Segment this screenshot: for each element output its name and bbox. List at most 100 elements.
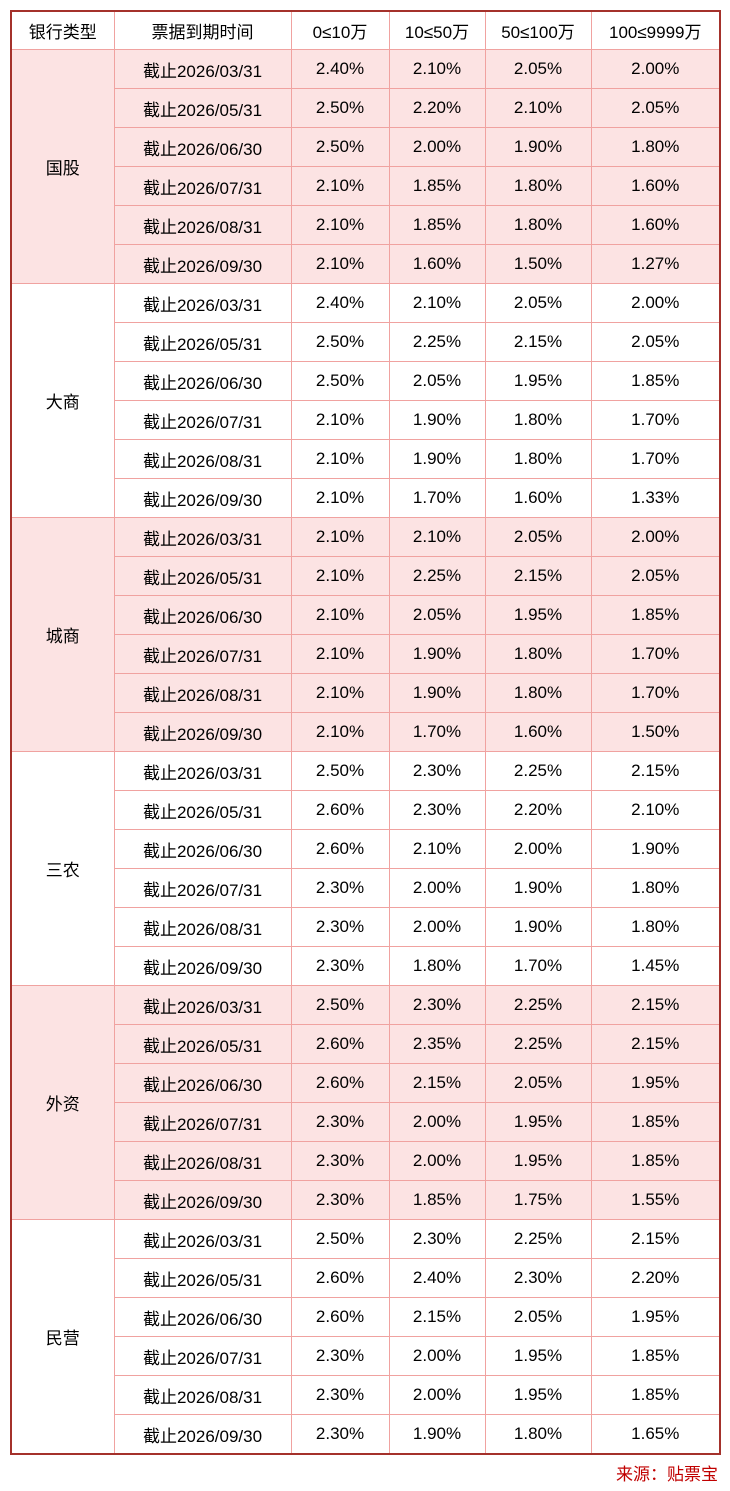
rate-cell: 1.95%: [484, 361, 592, 401]
rate-cell: 1.80%: [484, 439, 592, 479]
rate-cell: 2.20%: [590, 1258, 721, 1298]
rate-cell: 2.15%: [590, 985, 721, 1025]
rate-cell: 2.10%: [290, 439, 390, 479]
rate-cell: 1.70%: [484, 946, 592, 986]
table-row: 大商 截止2026/03/31 2.40% 2.10% 2.05% 2.00%: [10, 283, 721, 518]
rate-cell: 2.10%: [290, 556, 390, 596]
rate-cell: 2.30%: [290, 1180, 390, 1220]
table-row: 截止2026/06/30 2.10% 2.05% 1.95% 1.85%: [11, 595, 721, 635]
rate-cell: 2.00%: [388, 907, 486, 947]
maturity-date-cell: 截止2026/06/30: [113, 127, 292, 167]
rate-cell: 2.20%: [484, 790, 592, 830]
rate-cell: 2.30%: [290, 1414, 390, 1455]
maturity-date-cell: 截止2026/05/31: [113, 790, 292, 830]
maturity-date-cell: 截止2026/05/31: [113, 322, 292, 362]
maturity-date-cell: 截止2026/03/31: [113, 517, 292, 557]
table-row: 截止2026/06/30 2.60% 2.10% 2.00% 1.90%: [11, 829, 721, 869]
rate-cell: 2.30%: [484, 1258, 592, 1298]
maturity-date-cell: 截止2026/08/31: [113, 205, 292, 245]
maturity-date-cell: 截止2026/07/31: [113, 634, 292, 674]
table-row: 国股 截止2026/03/31 2.40% 2.10% 2.05% 2.00%: [10, 49, 721, 284]
rate-cell: 2.30%: [290, 1141, 390, 1181]
rate-cell: 2.05%: [484, 517, 592, 557]
rate-cell: 1.65%: [590, 1414, 721, 1455]
rate-cell: 2.10%: [388, 517, 486, 557]
rate-cell: 2.60%: [290, 829, 390, 869]
table-row: 截止2026/08/31 2.10% 1.85% 1.80% 1.60%: [11, 205, 721, 245]
rate-cell: 1.90%: [484, 907, 592, 947]
rate-cell: 1.80%: [484, 400, 592, 440]
table-row: 三农 截止2026/03/31 2.50% 2.30% 2.25% 2.15%: [10, 751, 721, 986]
rate-cell: 2.25%: [484, 1219, 592, 1259]
column-header-range-0-10: 0≤10万: [290, 10, 390, 50]
table-row: 截止2026/07/31 2.30% 2.00% 1.95% 1.85%: [11, 1102, 721, 1142]
table-row: 截止2026/09/30 2.30% 1.85% 1.75% 1.55%: [11, 1180, 721, 1220]
rate-cell: 1.90%: [388, 400, 486, 440]
rate-cell: 2.05%: [388, 361, 486, 401]
rate-cell: 2.05%: [590, 322, 721, 362]
rate-cell: 2.15%: [484, 556, 592, 596]
table-row: 截止2026/07/31 2.10% 1.85% 1.80% 1.60%: [11, 166, 721, 206]
rate-cell: 1.60%: [484, 712, 592, 752]
rate-cell: 2.05%: [484, 283, 592, 323]
maturity-date-cell: 截止2026/05/31: [113, 88, 292, 128]
rate-cell: 1.90%: [388, 634, 486, 674]
rate-cell: 1.80%: [590, 907, 721, 947]
rate-cell: 1.85%: [590, 595, 721, 635]
rate-cell: 2.15%: [388, 1297, 486, 1337]
table-row: 截止2026/06/30 2.50% 2.05% 1.95% 1.85%: [11, 361, 721, 401]
rate-cell: 1.80%: [484, 166, 592, 206]
table-row: 截止2026/07/31 2.10% 1.90% 1.80% 1.70%: [11, 634, 721, 674]
rate-cell: 2.30%: [290, 907, 390, 947]
bank-type-cell: 民营: [10, 1219, 115, 1455]
rate-cell: 1.70%: [590, 439, 721, 479]
rate-cell: 2.50%: [290, 751, 390, 791]
rate-cell: 1.90%: [590, 829, 721, 869]
column-header-bank-type: 银行类型: [10, 10, 115, 50]
rate-cell: 2.35%: [388, 1024, 486, 1064]
rate-cell: 1.95%: [484, 595, 592, 635]
rate-cell: 2.05%: [590, 556, 721, 596]
rate-cell: 1.90%: [484, 127, 592, 167]
rate-cell: 1.85%: [590, 1141, 721, 1181]
rate-cell: 2.60%: [290, 1024, 390, 1064]
maturity-date-cell: 截止2026/03/31: [113, 751, 292, 791]
rate-cell: 2.30%: [388, 985, 486, 1025]
rate-cell: 2.10%: [290, 166, 390, 206]
rate-cell: 2.00%: [388, 127, 486, 167]
maturity-date-cell: 截止2026/05/31: [113, 1258, 292, 1298]
maturity-date-cell: 截止2026/07/31: [113, 166, 292, 206]
bank-type-cell: 国股: [10, 49, 115, 284]
rate-cell: 2.10%: [388, 49, 486, 89]
rate-cell: 2.00%: [590, 283, 721, 323]
rate-cell: 2.15%: [590, 1024, 721, 1064]
rate-cell: 2.25%: [484, 985, 592, 1025]
maturity-date-cell: 截止2026/05/31: [113, 1024, 292, 1064]
rate-cell: 2.60%: [290, 1297, 390, 1337]
rate-cell: 2.30%: [388, 1219, 486, 1259]
rate-cell: 1.85%: [590, 1102, 721, 1142]
rate-cell: 1.50%: [484, 244, 592, 284]
table-row: 截止2026/09/30 2.10% 1.70% 1.60% 1.50%: [11, 712, 721, 752]
rate-cell: 2.30%: [388, 751, 486, 791]
rate-cell: 2.15%: [590, 751, 721, 791]
rate-cell: 1.70%: [388, 478, 486, 518]
rate-cell: 2.10%: [388, 829, 486, 869]
rate-cell: 2.25%: [388, 322, 486, 362]
rate-cell: 2.50%: [290, 985, 390, 1025]
rate-cell: 1.50%: [590, 712, 721, 752]
rate-cell: 2.30%: [290, 1336, 390, 1376]
rate-cell: 1.27%: [590, 244, 721, 284]
rate-cell: 2.40%: [388, 1258, 486, 1298]
rate-cell: 1.95%: [590, 1063, 721, 1103]
source-label: 来源：贴票宝: [616, 1465, 718, 1484]
table-row: 截止2026/09/30 2.10% 1.60% 1.50% 1.27%: [11, 244, 721, 284]
maturity-date-cell: 截止2026/05/31: [113, 556, 292, 596]
bank-type-cell: 外资: [10, 985, 115, 1220]
rate-cell: 2.50%: [290, 88, 390, 128]
rate-cell: 2.40%: [290, 283, 390, 323]
table-row: 截止2026/05/31 2.60% 2.35% 2.25% 2.15%: [11, 1024, 721, 1064]
rate-cell: 1.85%: [388, 205, 486, 245]
maturity-date-cell: 截止2026/09/30: [113, 946, 292, 986]
rate-cell: 2.10%: [290, 244, 390, 284]
